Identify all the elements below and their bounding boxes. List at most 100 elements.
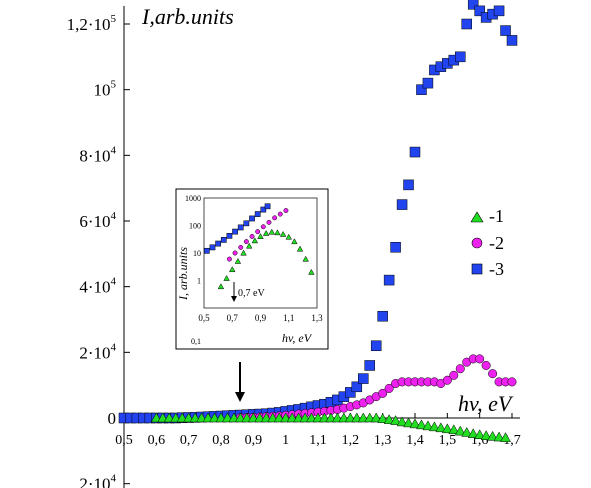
inset-x-label: hv, eV: [282, 331, 313, 345]
inset-series-3-point: [260, 206, 267, 213]
series-1-point: [500, 432, 511, 442]
inset-y-tick-label: 10: [193, 249, 201, 258]
series-2-point: [481, 360, 491, 370]
inset-chart: 1000 100 10 1 0,1 0,5 0,7 0,9 1,1 1,3 I, arb.uni…: [175, 188, 329, 350]
series-1-point: [377, 413, 389, 423]
inset-series-1-point: [268, 228, 276, 235]
x-tick-label: 1,1: [309, 433, 327, 448]
inset-x-tick-label: 0,5: [198, 313, 210, 323]
y-tick-label: 2·104: [79, 473, 116, 488]
x-tick-label: 1,2: [342, 433, 360, 448]
series-1-point: [403, 417, 414, 428]
inset-series-1-point: [274, 229, 281, 236]
series-3-point: [370, 340, 382, 352]
series-2-point: [475, 354, 485, 364]
inset-x-tick-label: 0,7: [227, 313, 239, 323]
y-tick-label: 1,2·105: [67, 13, 117, 34]
inset-series-1-point: [262, 229, 270, 236]
inset-series-3-point: [264, 203, 271, 210]
y-tick-label: 6·104: [79, 210, 116, 231]
inset-series-1: [217, 228, 315, 290]
inset-y-tick-label: 0,1: [191, 337, 201, 346]
series-1-point: [370, 412, 382, 423]
inset-series-1-point: [308, 268, 315, 275]
series-3-point: [345, 387, 356, 398]
inset-series-3-point: [209, 244, 216, 251]
y-axis-label: I,arb.units: [141, 4, 234, 29]
legend-label-3: -3: [489, 259, 504, 279]
x-axis-label: hv, eV: [458, 391, 514, 416]
legend-label-2: -2: [489, 233, 504, 253]
inset-series-1-point: [245, 242, 253, 249]
inset-series-2-point: [255, 229, 261, 235]
series-3-point: [351, 381, 363, 393]
y-tick-label: 2·104: [79, 341, 116, 362]
series-3-point: [390, 242, 401, 253]
inset-series-3-point: [226, 233, 233, 239]
series-1-point: [487, 430, 499, 441]
inset-x-ticks: 0,5 0,7 0,9 1,1 1,3: [198, 313, 323, 323]
series-1-point: [435, 422, 447, 433]
inset-series-3-point: [203, 247, 210, 254]
inset-x-tick-label: 1,3: [311, 313, 323, 323]
inset-series-2: [226, 208, 289, 262]
series-1-point: [441, 423, 453, 434]
x-tick-label: 1,4: [406, 433, 424, 448]
inset-series-1-point: [223, 275, 230, 281]
y-tick-label: 8·104: [79, 144, 116, 165]
series-3-point: [467, 0, 479, 10]
inset-series-1-point: [279, 230, 287, 237]
x-tick-label: 0,5: [115, 433, 133, 448]
x-tick-label: 1,3: [374, 433, 392, 448]
inset-series-3-point: [243, 220, 250, 227]
series-1-point: [390, 415, 402, 425]
x-tick-label: 0,8: [212, 433, 230, 448]
inset-series-3-point: [249, 215, 255, 222]
inset-series-1-point: [234, 257, 242, 264]
inset-series-1-point: [229, 266, 236, 273]
inset-series-1-point: [257, 233, 264, 239]
inset-series-1-point: [240, 249, 247, 256]
inset-y-tick-label: 1: [197, 277, 201, 286]
series-3-point: [461, 18, 472, 30]
inset-series-3-point: [220, 237, 227, 243]
inset-x-tick-label: 1,1: [283, 313, 294, 323]
inset-series-2-point: [266, 219, 272, 225]
series-2-point: [384, 383, 394, 393]
series-2-point: [507, 377, 517, 387]
inset-series-2-point: [277, 211, 283, 217]
inset-series-2-point: [232, 250, 238, 256]
inset-y-tick-label: 100: [189, 222, 201, 231]
series-1-point: [474, 429, 486, 439]
series-2-points: [235, 354, 517, 423]
legend: -1 -2 -3: [470, 206, 504, 279]
x-tick-label: 0,9: [245, 433, 263, 448]
series-1-point: [454, 425, 466, 436]
series-1-point: [461, 426, 473, 437]
series-1-point: [409, 418, 421, 429]
series-2-point: [488, 369, 498, 379]
series-1-point: [383, 414, 395, 424]
series-1-point: [416, 419, 427, 430]
inset-series-3-point: [215, 240, 221, 247]
series-3-point: [403, 179, 414, 191]
inset-series-2-point: [249, 233, 255, 239]
series-2-point: [455, 364, 465, 374]
inset-series-3-point: [254, 211, 261, 217]
inset-y-label: I, arb.units: [176, 247, 190, 301]
inset-series-3: [203, 203, 271, 254]
x-tick-label: 1,5: [439, 433, 457, 448]
inset-series-1-point: [251, 237, 259, 244]
series-3-point: [493, 5, 505, 17]
legend-marker-3: [471, 263, 483, 275]
inset-series-2-point: [226, 256, 232, 262]
inset-series-3-point: [237, 224, 244, 231]
inset-series-1-point: [285, 233, 292, 240]
y-ticks: 1,2·105 105 8·104 6·104 4·104 2·104 0 2·104: [67, 13, 130, 488]
x-tick-label: 1: [282, 433, 289, 448]
series-3-point: [416, 84, 427, 95]
y-tick-label: 4·104: [79, 276, 116, 297]
inset-series-3-point: [232, 228, 238, 235]
inset-series-2-point: [272, 215, 278, 221]
